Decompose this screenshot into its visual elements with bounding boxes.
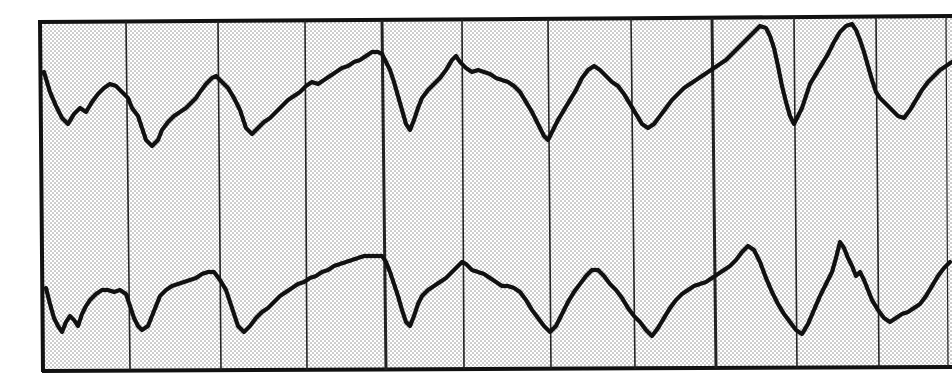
- lower-trace: [43, 239, 952, 339]
- division-line: [945, 15, 949, 368]
- division-line: [461, 18, 465, 370]
- division-line: [710, 17, 718, 369]
- strip-left-border: [38, 19, 45, 373]
- division-line: [125, 20, 131, 371]
- strip-background: [40, 16, 952, 372]
- strip-top-border: [37, 14, 952, 24]
- division-line: [304, 19, 308, 371]
- upper-trace: [41, 21, 952, 149]
- division-line: [630, 17, 636, 370]
- division-line: [380, 19, 388, 371]
- division-line: [793, 16, 798, 369]
- division-line: [547, 18, 552, 370]
- strip-bottom-border: [41, 365, 952, 373]
